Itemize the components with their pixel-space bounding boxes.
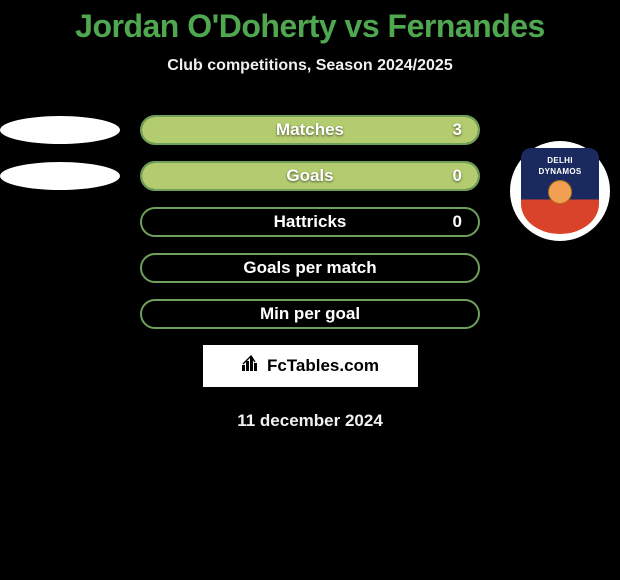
stat-value: 0 [453, 166, 462, 186]
stat-value: 0 [453, 212, 462, 232]
chart-bar-icon [241, 355, 261, 378]
stat-row: Goals per match [0, 253, 620, 283]
stat-bar: Hattricks0 [140, 207, 480, 237]
stat-label: Goals per match [142, 258, 478, 278]
subtitle: Club competitions, Season 2024/2025 [0, 57, 620, 75]
page-title: Jordan O'Doherty vs Fernandes [0, 8, 620, 45]
club-badge: DELHI DYNAMOS [510, 141, 610, 241]
stat-value: 3 [453, 120, 462, 140]
stat-row: Min per goal [0, 299, 620, 329]
stat-row: Matches3 [0, 115, 620, 145]
stat-label: Goals [142, 166, 478, 186]
left-slot [0, 116, 120, 144]
bars-area: Matches3Goals0DELHIDYNAMOSHattricks0Goal… [0, 115, 620, 329]
club-crest-icon: DELHI DYNAMOS [521, 148, 599, 234]
attribution-text: FcTables.com [267, 356, 379, 376]
crest-text-line1: DELHI [547, 157, 573, 165]
stat-label: Matches [142, 120, 478, 140]
stat-row: Goals0DELHIDYNAMOS [0, 161, 620, 191]
attribution-box: FcTables.com [203, 345, 418, 387]
crest-text-line2: DYNAMOS [539, 168, 582, 176]
stat-label: Min per goal [142, 304, 478, 324]
date-label: 11 december 2024 [0, 411, 620, 431]
stat-bar: Matches3 [140, 115, 480, 145]
stat-bar: Goals0 [140, 161, 480, 191]
player-marker-ellipse [0, 162, 120, 190]
comparison-infographic: Jordan O'Doherty vs Fernandes Club compe… [0, 0, 620, 431]
player-marker-ellipse [0, 116, 120, 144]
stat-label: Hattricks [142, 212, 478, 232]
stat-bar: Goals per match [140, 253, 480, 283]
ball-icon [548, 180, 572, 204]
stat-bar: Min per goal [140, 299, 480, 329]
left-slot [0, 162, 120, 190]
